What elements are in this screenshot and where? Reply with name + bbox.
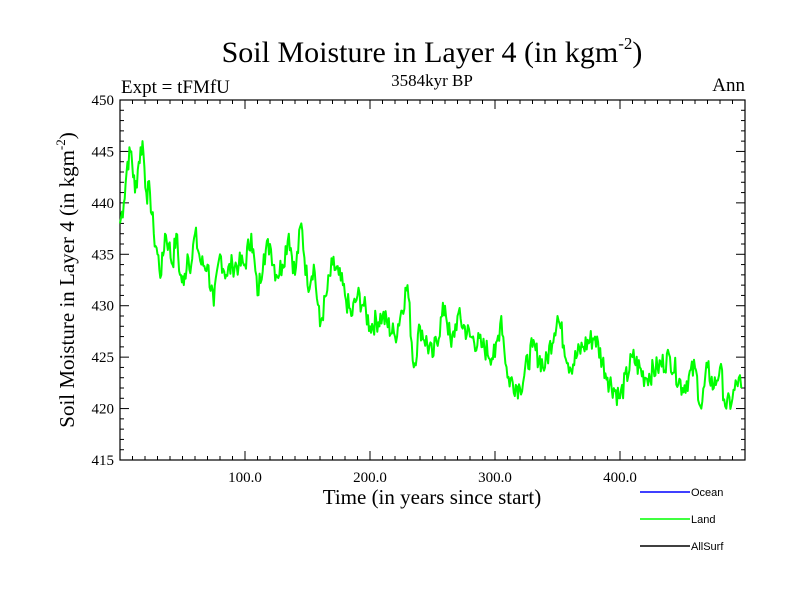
chart-title: Soil Moisture in Layer 4 (in kgm-2) <box>222 34 643 69</box>
y-axis-label-close: ) <box>55 132 79 139</box>
y-axis-label-sup: -2 <box>53 139 68 150</box>
series-group <box>119 140 743 410</box>
x-tick-label: 100.0 <box>228 470 262 486</box>
y-tick-label: 440 <box>92 196 115 212</box>
x-tick-label: 200.0 <box>353 470 387 486</box>
x-axis: 100.0 200.0 300.0 400.0 <box>132 100 733 486</box>
legend-label-land: Land <box>691 514 715 526</box>
x-tick-label: 400.0 <box>603 470 637 486</box>
y-tick-label: 450 <box>92 93 115 109</box>
y-tick-label: 425 <box>92 350 115 366</box>
series-line-land <box>119 140 743 410</box>
x-axis-label: Time (in years since start) <box>323 485 542 509</box>
y-axis: 415 420 425 430 435 440 445 450 <box>92 93 745 469</box>
chart-subtitle: 3584kyr BP <box>391 71 473 90</box>
y-tick-label: 430 <box>92 299 115 315</box>
legend-label-ocean: Ocean <box>691 487 723 499</box>
plot-frame <box>119 99 746 461</box>
x-tick-label: 300.0 <box>478 470 512 486</box>
y-axis-label-main: Soil Moisture in Layer 4 (in kgm <box>55 150 79 428</box>
y-tick-label: 420 <box>92 402 115 418</box>
y-tick-label: 415 <box>92 453 115 469</box>
legend-label-allsurf: AllSurf <box>691 541 724 553</box>
season-label: Ann <box>712 75 745 96</box>
chart-title-sup: -2 <box>618 34 632 53</box>
chart-title-main: Soil Moisture in Layer 4 (in kgm <box>222 36 619 69</box>
chart-title-close: ) <box>632 36 642 69</box>
y-axis-label: Soil Moisture in Layer 4 (in kgm-2) <box>53 132 79 427</box>
experiment-label: Expt = tFMfU <box>121 77 230 98</box>
y-tick-label: 445 <box>92 144 115 160</box>
legend: Ocean Land AllSurf <box>640 487 724 553</box>
y-tick-label: 435 <box>92 247 115 263</box>
